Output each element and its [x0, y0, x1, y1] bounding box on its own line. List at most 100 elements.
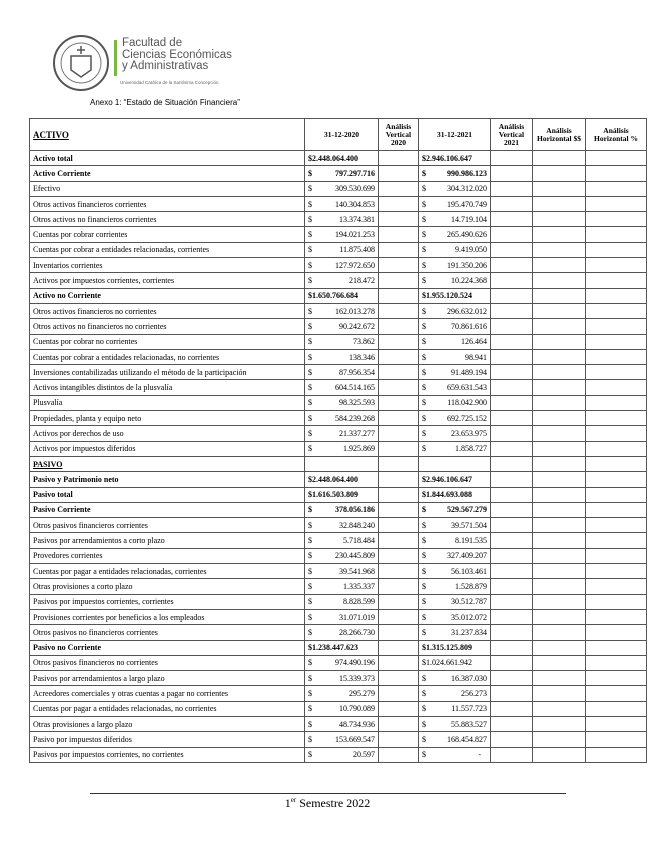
value-2021: $1.024.661.942: [418, 654, 491, 672]
value-2021: $990.986.123: [418, 165, 491, 182]
table-row: Cuentas por pagar a entidades relacionad…: [29, 563, 647, 580]
vertical-2020: [378, 165, 419, 182]
value-2020: $1.335.337: [304, 578, 379, 595]
horizontal-amount: [532, 149, 586, 167]
currency-symbol: $: [422, 321, 426, 331]
amount: 126.464: [461, 337, 487, 347]
value-2020: $194.021.253: [304, 226, 379, 243]
value-2021: $31.237.834: [418, 624, 491, 641]
horizontal-amount: [532, 455, 586, 473]
table-row: Inversiones contabilizadas utilizando el…: [29, 364, 647, 381]
faculty-line-2: Ciencias Económicas: [122, 48, 232, 61]
horizontal-amount: [532, 715, 586, 733]
horizontal-percent: [585, 379, 647, 396]
vertical-2020: [378, 670, 419, 687]
amount: $1.315.125.809: [422, 643, 472, 653]
col-header-vertical-2020: Análisis Vertical 2020: [378, 118, 419, 151]
row-label: Otros pasivos no financieros corrientes: [29, 624, 305, 641]
value-2021: $1.955.120.524: [418, 287, 491, 304]
currency-symbol: $: [308, 581, 312, 591]
value-2020: $13.374.381: [304, 211, 379, 228]
value-2021: $1.315.125.809: [418, 639, 491, 656]
horizontal-amount: [532, 333, 586, 350]
value-2020: $2.448.064.400: [304, 471, 379, 488]
vertical-2021: [490, 746, 533, 763]
horizontal-amount: [532, 746, 586, 763]
horizontal-percent: [585, 670, 647, 687]
row-label: Activos por impuestos corrientes, corrie…: [29, 272, 305, 289]
vertical-2021: [490, 379, 533, 396]
vertical-2021: [490, 639, 533, 656]
amount: 13.374.381: [339, 214, 375, 224]
horizontal-amount: [532, 654, 586, 672]
vertical-2020: [378, 394, 419, 412]
vertical-2020: [378, 348, 419, 366]
currency-symbol: $: [422, 734, 426, 744]
horizontal-percent: [585, 149, 647, 167]
vertical-2020: [378, 226, 419, 243]
amount: 295.279: [349, 689, 375, 699]
value-2020: $2.448.064.400: [304, 149, 379, 167]
horizontal-percent: [585, 700, 647, 717]
value-2021: $98.941: [418, 348, 491, 366]
value-2021: $118.042.900: [418, 394, 491, 412]
vertical-2020: [378, 379, 419, 396]
value-2021: $16.387.030: [418, 670, 491, 687]
value-2020: $1.616.503.809: [304, 486, 379, 503]
vertical-2020: [378, 578, 419, 595]
row-label: Pasivos por impuestos corrientes, no cor…: [29, 746, 305, 763]
horizontal-amount: [532, 517, 586, 534]
vertical-2021: [490, 608, 533, 626]
horizontal-percent: [585, 547, 647, 565]
vertical-2021: [490, 715, 533, 733]
value-2020: $98.325.593: [304, 394, 379, 412]
horizontal-percent: [585, 287, 647, 304]
row-label: Pasivo total: [29, 486, 305, 503]
horizontal-amount: [532, 608, 586, 626]
horizontal-percent: [585, 578, 647, 595]
vertical-2021: [490, 394, 533, 412]
row-label: Activos por impuestos diferidos: [29, 440, 305, 457]
horizontal-amount: [532, 547, 586, 565]
value-2020: $5.718.484: [304, 532, 379, 549]
vertical-2020: [378, 547, 419, 565]
row-label: Activo Corriente: [29, 165, 305, 182]
horizontal-percent: [585, 563, 647, 580]
amount: $2.946.106.647: [422, 474, 472, 484]
amount: 256.273: [461, 689, 487, 699]
currency-symbol: $: [422, 168, 426, 178]
value-2021: $126.464: [418, 333, 491, 350]
vertical-2020: [378, 639, 419, 656]
value-2021: $529.567.279: [418, 501, 491, 519]
amount: $1.616.503.809: [308, 490, 358, 500]
currency-symbol: $: [308, 719, 312, 729]
row-label: Cuentas por pagar a entidades relacionad…: [29, 563, 305, 580]
horizontal-amount: [532, 364, 586, 381]
table-row: Pasivos por arrendamientos a largo plazo…: [29, 670, 647, 687]
horizontal-percent: [585, 639, 647, 656]
value-2021: $296.632.012: [418, 302, 491, 320]
currency-symbol: $: [422, 428, 426, 438]
currency-symbol: $: [422, 413, 426, 423]
value-2021: $55.883.527: [418, 715, 491, 733]
table-row: Propiedades, planta y equipo neto $584.23…: [29, 410, 647, 427]
vertical-2021: [490, 149, 533, 167]
footer-semester: 1er Semestre 2022: [0, 796, 655, 811]
row-label: Cuentas por cobrar no corrientes: [29, 333, 305, 350]
vertical-2021: [490, 287, 533, 304]
value-2020: $73.862: [304, 333, 379, 350]
horizontal-percent: [585, 257, 647, 274]
currency-symbol: $: [308, 658, 312, 668]
currency-symbol: $: [308, 750, 312, 760]
horizontal-percent: [585, 593, 647, 610]
col-header-horizontal-amount: Análisis Horizontal $$: [532, 118, 586, 151]
table-row: Pasivo Corriente $378.056.186 $529.567.279: [29, 501, 647, 519]
currency-symbol: $: [422, 214, 426, 224]
vertical-2021: [490, 670, 533, 687]
amount: 14.719.104: [451, 214, 487, 224]
vertical-2021: [490, 624, 533, 641]
table-row: Activo no Corriente $1.650.766.684 $1.955.…: [29, 287, 647, 304]
amount: 48.734.936: [339, 719, 375, 729]
currency-symbol: $: [422, 520, 426, 530]
value-2021: $304.312.020: [418, 180, 491, 197]
